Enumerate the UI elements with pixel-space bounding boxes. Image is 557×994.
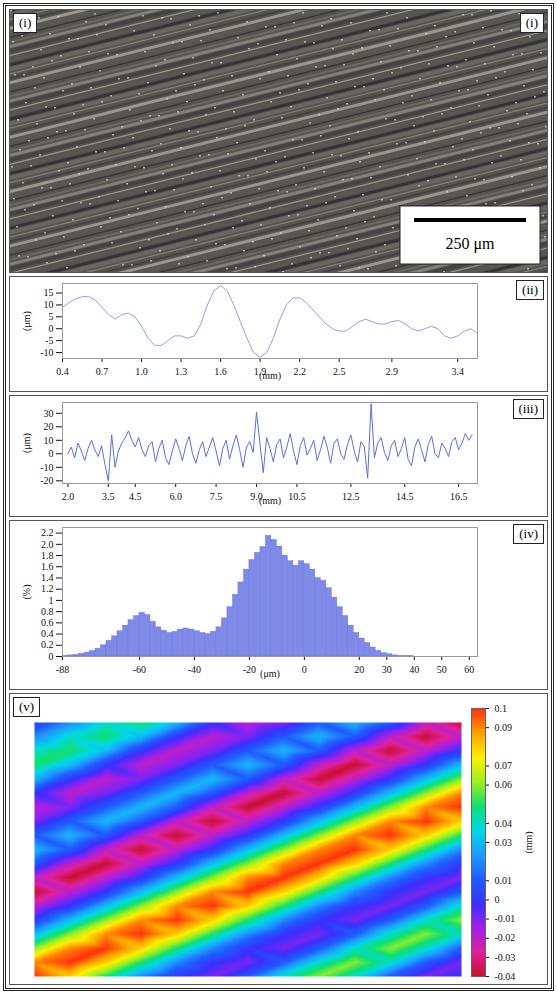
svg-text:-20: -20 [40, 475, 53, 486]
svg-text:(μm): (μm) [21, 311, 33, 331]
svg-text:0.7: 0.7 [96, 366, 109, 377]
svg-text:(mm): (mm) [523, 831, 535, 853]
svg-text:-0.04: -0.04 [495, 971, 516, 982]
svg-text:-0.02: -0.02 [495, 932, 516, 943]
svg-text:4.5: 4.5 [129, 491, 142, 502]
svg-text:2.0: 2.0 [41, 539, 54, 550]
svg-text:0.04: 0.04 [495, 818, 513, 829]
svg-text:20: 20 [44, 421, 54, 432]
svg-text:5: 5 [49, 311, 54, 322]
svg-text:1.8: 1.8 [41, 550, 54, 561]
svg-text:1.2: 1.2 [41, 583, 54, 594]
svg-text:0.8: 0.8 [41, 606, 54, 617]
svg-text:0.1: 0.1 [495, 703, 508, 714]
html-text:(v): (v) [19, 699, 35, 714]
svg-text:-0.03: -0.03 [495, 952, 516, 963]
html-text:(i): (i) [19, 15, 32, 30]
svg-text:40: 40 [409, 664, 419, 675]
svg-text:0: 0 [49, 651, 54, 662]
svg-text:20: 20 [354, 664, 364, 675]
svg-text:10: 10 [44, 435, 54, 446]
svg-text:10: 10 [44, 299, 54, 310]
html-text:(iii): (iii) [518, 401, 538, 416]
html-text:(iv): (iv) [519, 526, 538, 541]
svg-text:-10: -10 [40, 462, 53, 473]
svg-text:0.07: 0.07 [495, 760, 513, 771]
svg-text:1.6: 1.6 [214, 366, 227, 377]
svg-text:2.2: 2.2 [293, 366, 306, 377]
svg-text:30: 30 [44, 408, 54, 419]
svg-text:60: 60 [464, 664, 474, 675]
svg-text:10.5: 10.5 [288, 491, 306, 502]
svg-text:0: 0 [49, 323, 54, 334]
svg-text:2.9: 2.9 [386, 366, 399, 377]
svg-text:(μm): (μm) [21, 433, 33, 453]
svg-text:15: 15 [44, 287, 54, 298]
svg-text:-5: -5 [45, 335, 53, 346]
svg-text:-0.01: -0.01 [495, 913, 516, 924]
svg-text:50: 50 [437, 664, 447, 675]
html-text:(i): (i) [525, 15, 538, 30]
svg-text:3.5: 3.5 [102, 491, 115, 502]
svg-text:9.0: 9.0 [250, 490, 263, 502]
svg-text:12.5: 12.5 [342, 491, 360, 502]
svg-text:0.4: 0.4 [56, 366, 69, 377]
svg-text:-60: -60 [133, 664, 146, 675]
svg-text:7.5: 7.5 [210, 491, 223, 502]
svg-text:1.6: 1.6 [41, 561, 54, 572]
svg-text:0.03: 0.03 [495, 837, 513, 848]
svg-text:0.01: 0.01 [495, 875, 513, 886]
svg-text:3.4: 3.4 [451, 366, 464, 377]
svg-text:16.5: 16.5 [450, 491, 468, 502]
svg-text:0: 0 [302, 664, 307, 675]
svg-text:-20: -20 [243, 664, 256, 675]
svg-text:0.2: 0.2 [41, 639, 54, 650]
svg-text:2.2: 2.2 [41, 527, 54, 538]
svg-text:(mm): (mm) [259, 495, 281, 507]
svg-text:-40: -40 [188, 664, 201, 675]
svg-text:(mm): (mm) [259, 370, 281, 382]
svg-text:-10: -10 [40, 347, 53, 358]
svg-text:-88: -88 [56, 664, 69, 675]
svg-text:1.3: 1.3 [175, 366, 188, 377]
html-text:(ii): (ii) [522, 282, 538, 297]
svg-text:14.5: 14.5 [396, 491, 414, 502]
svg-text:(%): (%) [21, 585, 33, 600]
svg-text:0.06: 0.06 [495, 779, 513, 790]
svg-text:250 μm: 250 μm [445, 235, 495, 253]
svg-text:0.6: 0.6 [41, 617, 54, 628]
svg-text:(μm): (μm) [260, 668, 280, 680]
svg-text:1.4: 1.4 [41, 572, 54, 583]
svg-text:0.4: 0.4 [41, 628, 54, 639]
svg-text:6.0: 6.0 [169, 491, 182, 502]
svg-text:0.09: 0.09 [495, 722, 513, 733]
svg-text:0: 0 [49, 448, 54, 459]
svg-text:1.0: 1.0 [135, 366, 148, 377]
svg-text:30: 30 [382, 664, 392, 675]
svg-text:0: 0 [495, 894, 500, 905]
svg-text:1: 1 [49, 595, 54, 606]
svg-text:2.0: 2.0 [62, 491, 75, 502]
svg-text:2.5: 2.5 [333, 366, 346, 377]
